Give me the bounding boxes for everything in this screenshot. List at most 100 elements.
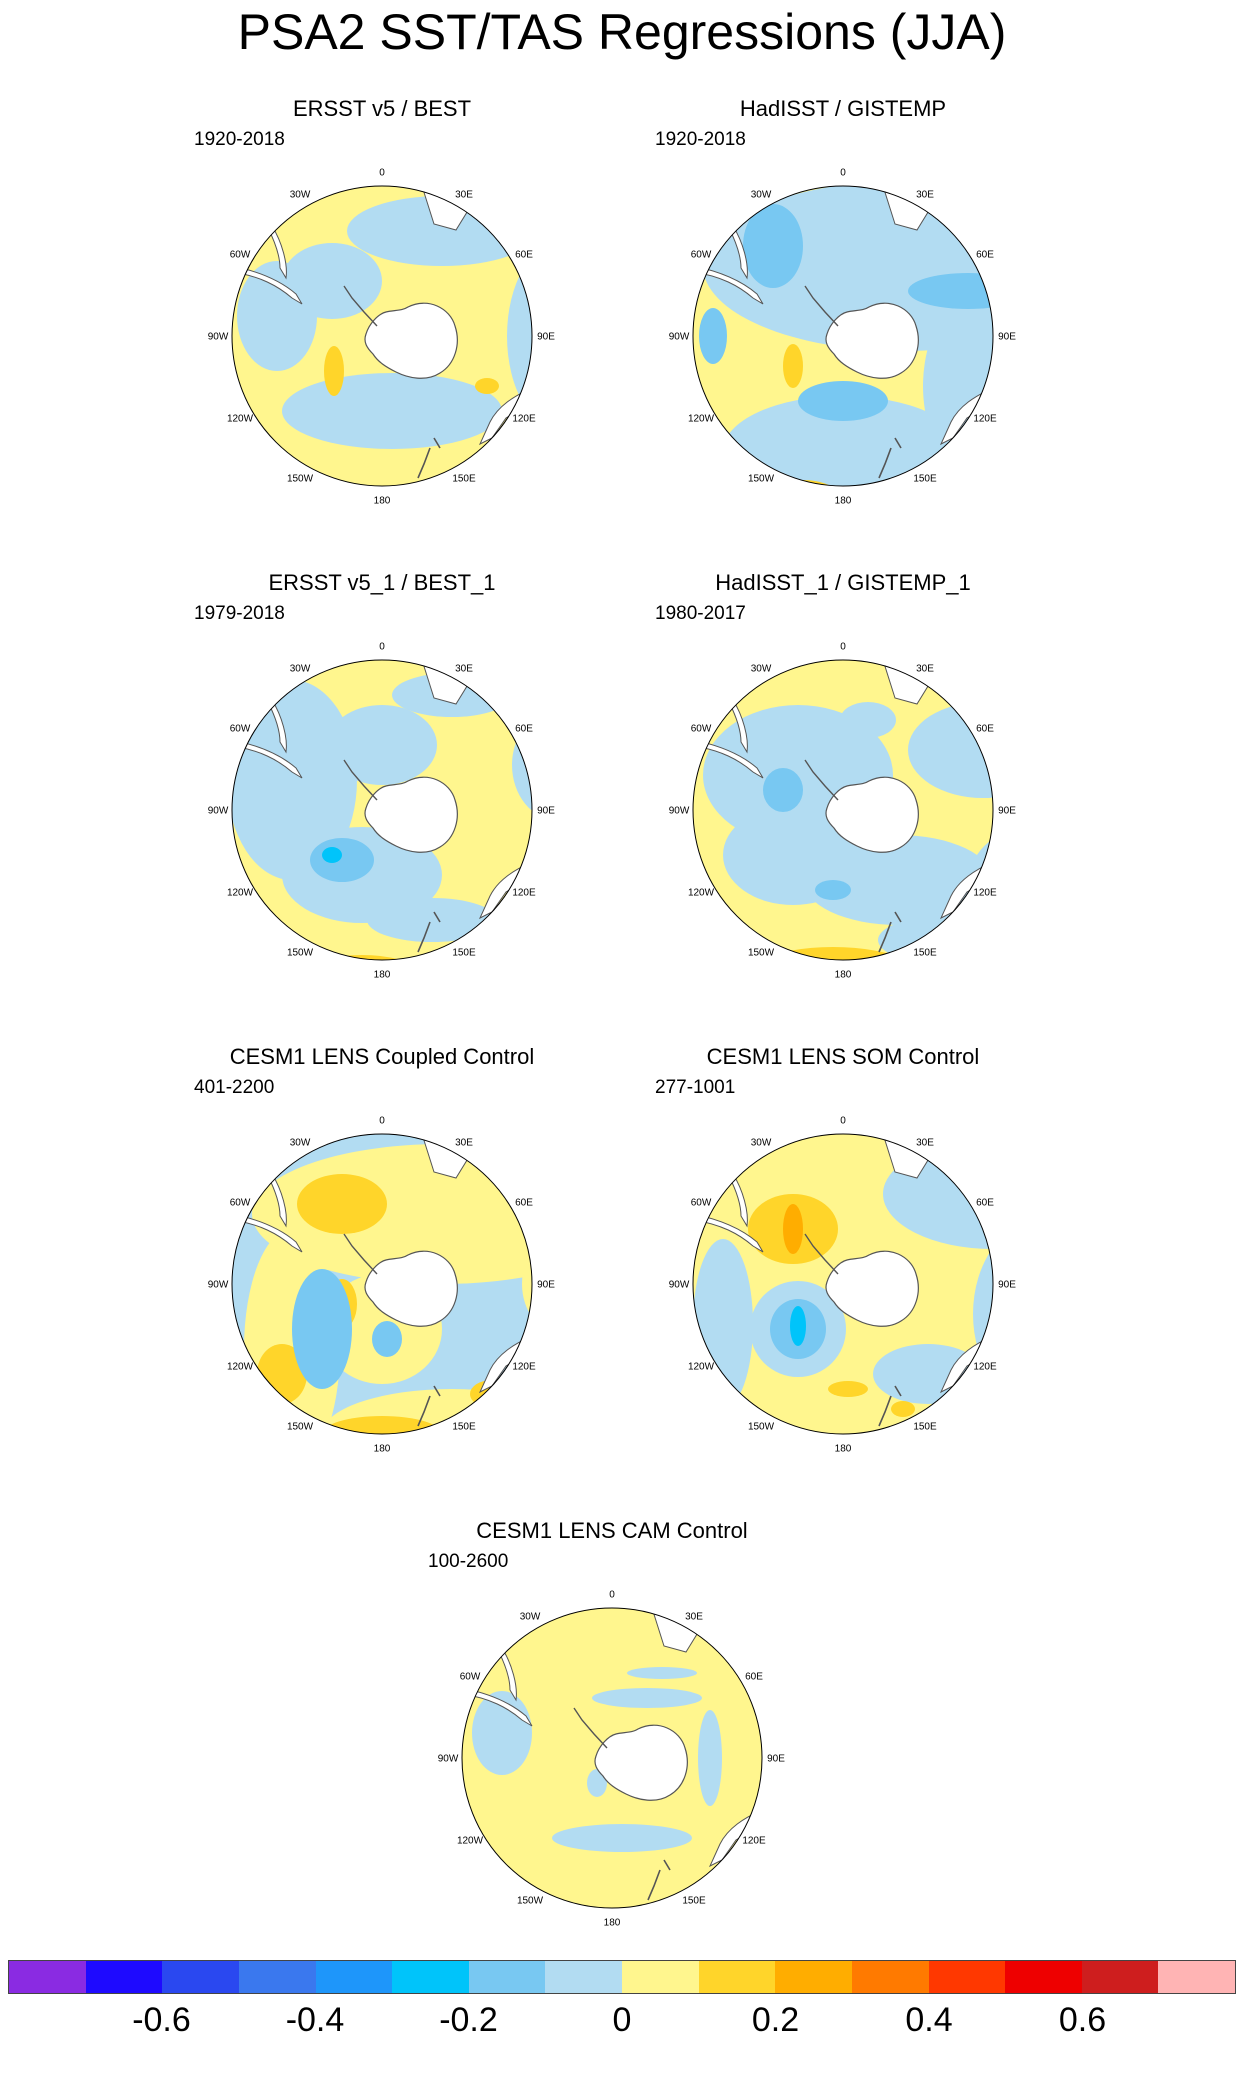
longitude-label: 150W [517, 1896, 544, 1907]
longitude-label: 90E [998, 806, 1016, 817]
new-zealand-landmass [417, 437, 441, 479]
field-anomaly [267, 955, 457, 960]
longitude-label: 120W [457, 1836, 484, 1847]
map-panel-3: ERSST v5_1 / BEST_1 1979-2018 0 30E 60E 90E… [172, 570, 592, 1030]
longitude-label: 120W [227, 1362, 254, 1373]
colorbar-swatch [775, 1961, 852, 1993]
longitude-label: 120E [512, 888, 536, 899]
map-border [231, 1133, 533, 1435]
colorbar-swatch [1081, 1961, 1159, 1993]
antarctica-landmass [364, 302, 458, 379]
panel-period: 1979-2018 [194, 603, 285, 624]
panel-title: ERSST v5_1 / BEST_1 [268, 570, 496, 595]
longitude-label: 60E [976, 724, 994, 735]
south-america-landmass [462, 1687, 533, 1727]
south-america-landmass [232, 1213, 303, 1253]
field-anomaly [783, 1454, 1003, 1494]
south-america-landmass [232, 739, 303, 779]
longitude-label: 60E [976, 1198, 994, 1209]
colorbar-swatch [545, 1961, 622, 1993]
madagascar-landmass [952, 1157, 968, 1183]
antarctica-landmass [364, 776, 458, 853]
field-anomaly [743, 204, 803, 288]
field-anomaly [327, 705, 437, 785]
south-america-coast [728, 225, 748, 280]
figure-title: PSA2 SST/TAS Regressions (JJA) [237, 4, 1007, 60]
new-zealand-landmass [417, 1385, 441, 1427]
madagascar-landmass [952, 209, 968, 235]
colorbar-tick-label: 0 [612, 2001, 632, 2039]
map-border [692, 185, 994, 487]
field-anomaly [282, 373, 502, 449]
polar-map: 0 30E 60E 90E 120E 150E 180 150W 120W 90W 60W 30W [208, 1116, 556, 1455]
field-anomaly [908, 273, 993, 309]
panel-period: 1920-2018 [194, 129, 285, 150]
panel-title: CESM1 LENS SOM Control [706, 1044, 980, 1069]
field-anomaly [232, 680, 357, 880]
longitude-label: 120W [688, 1362, 715, 1373]
field-layer [232, 186, 532, 486]
longitude-label: 120E [742, 1836, 766, 1847]
longitude-label: 90W [669, 332, 690, 343]
antarctic-peninsula [573, 1707, 608, 1749]
longitude-label: 30W [290, 190, 311, 201]
longitude-label: 90W [208, 806, 229, 817]
colorbar-swatch [851, 1961, 929, 1993]
longitude-label: 150W [748, 474, 775, 485]
longitude-label: 30E [455, 190, 473, 201]
longitude-label: 90E [998, 332, 1016, 343]
colorbar-swatch [468, 1961, 546, 1993]
longitude-label: 90W [669, 1280, 690, 1291]
longitude-label: 150E [682, 1896, 706, 1907]
panel-period: 1980-2017 [655, 603, 746, 624]
longitude-label: 150E [452, 474, 476, 485]
panel-title: ERSST v5 / BEST [292, 96, 472, 121]
longitude-label: 180 [835, 496, 852, 507]
field-layer [232, 660, 532, 1006]
madagascar-landmass [721, 1631, 737, 1657]
colorbar-swatch [315, 1961, 393, 1993]
field-anomaly [1013, 296, 1053, 406]
colorbar-swatch [622, 1961, 699, 1993]
field-anomaly [552, 1824, 692, 1852]
longitude-label: 90W [669, 806, 690, 817]
longitude-label: 180 [374, 496, 391, 507]
longitude-label: 90E [537, 332, 555, 343]
new-zealand-landmass [878, 1385, 902, 1427]
longitude-label: 0 [840, 642, 846, 653]
longitude-label: 60E [745, 1672, 763, 1683]
antarctica-landmass [825, 776, 919, 853]
colorbar-swatch [162, 1961, 239, 1993]
panel-title: HadISST_1 / GISTEMP_1 [715, 570, 971, 595]
longitude-label: 90W [208, 1280, 229, 1291]
madagascar-landmass [952, 683, 968, 709]
antarctica-landmass [825, 1250, 919, 1327]
map-panel-6: CESM1 LENS SOM Control 277-1001 0 30E 60E 9… [633, 1044, 1053, 1504]
field-anomaly [840, 702, 896, 738]
longitude-label: 60E [976, 250, 994, 261]
south-america-coast [267, 225, 287, 280]
longitude-label: 0 [379, 642, 385, 653]
longitude-label: 60W [691, 1198, 712, 1209]
longitude-label: 180 [835, 970, 852, 981]
field-anomaly [522, 952, 532, 960]
field-anomaly [322, 1416, 442, 1434]
panel-title: HadISST / GISTEMP [739, 96, 947, 121]
colorbar-swatch [238, 1961, 316, 1993]
longitude-label: 0 [379, 1116, 385, 1127]
longitude-label: 30E [685, 1612, 703, 1623]
field-layer [693, 1134, 1003, 1494]
colorbar-swatch [1158, 1961, 1235, 1993]
longitude-label: 120E [973, 1362, 997, 1373]
field-anomaly [237, 261, 317, 371]
longitude-label: 30W [290, 1138, 311, 1149]
field-anomaly [338, 974, 366, 1006]
longitude-label: 90W [208, 332, 229, 343]
longitude-label: 150W [748, 948, 775, 959]
map-border [231, 185, 533, 487]
longitude-label: 30E [916, 664, 934, 675]
colorbar [8, 1960, 1236, 1994]
colorbar-tick-label: 0.4 [905, 2001, 953, 2039]
colorbar-tick-label: 0.2 [751, 2001, 800, 2039]
map-border [692, 1133, 994, 1435]
